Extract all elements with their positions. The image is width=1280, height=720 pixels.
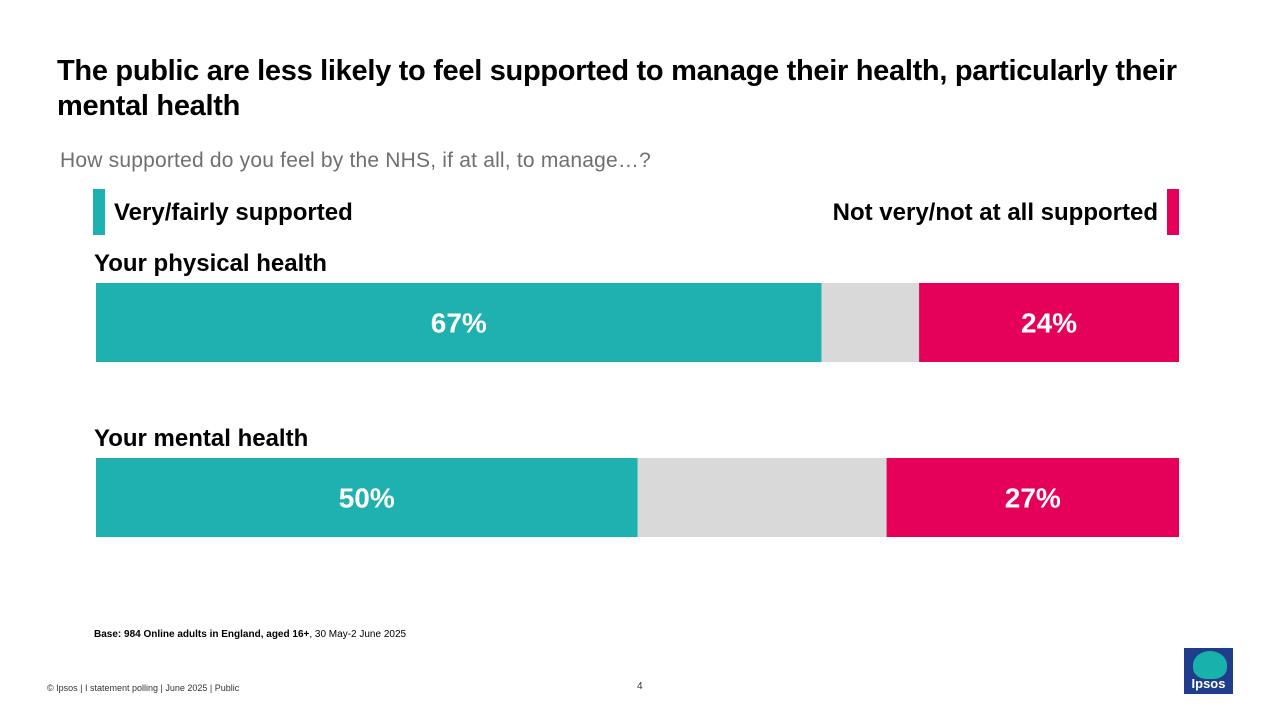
bar-mental-not-supported [886,458,1179,537]
data-label-physical-not-supported: 24% [1021,308,1077,339]
bar-mental-supported [96,458,638,537]
bar-physical-supported [96,283,822,362]
logo-text: Ipsos [1191,676,1226,691]
data-label-physical-supported: 67% [431,308,487,339]
question-subtitle: How supported do you feel by the NHS, if… [60,149,651,172]
base-footnote-dates: , 30 May-2 June 2025 [309,629,407,640]
base-footnote-bold: Base: 984 Online adults in England, aged… [94,629,310,640]
slide-title: The public are less likely to feel suppo… [57,55,1177,122]
legend-label-supported: Very/fairly supported [114,199,353,226]
copyright-footer: © Ipsos | I statement polling | June 202… [47,683,240,693]
data-label-mental-not-supported: 27% [1005,483,1061,514]
logo-mark-icon [1193,651,1227,679]
category-label-mental: Your mental health [94,425,309,452]
bar-physical-not-supported [919,283,1179,362]
bar-mental-neutral [637,458,887,537]
data-label-mental-supported: 50% [339,483,395,514]
bar-physical-neutral [821,283,920,362]
legend-swatch-not-supported [1167,189,1179,235]
page-number: 4 [637,681,643,692]
ipsos-logo: Ipsos [1184,648,1233,694]
legend-swatch-supported [93,189,105,235]
base-footnote: Base: 984 Online adults in England, aged… [94,629,406,640]
category-label-physical: Your physical health [94,250,327,277]
legend-label-not-supported: Not very/not at all supported [832,199,1158,226]
